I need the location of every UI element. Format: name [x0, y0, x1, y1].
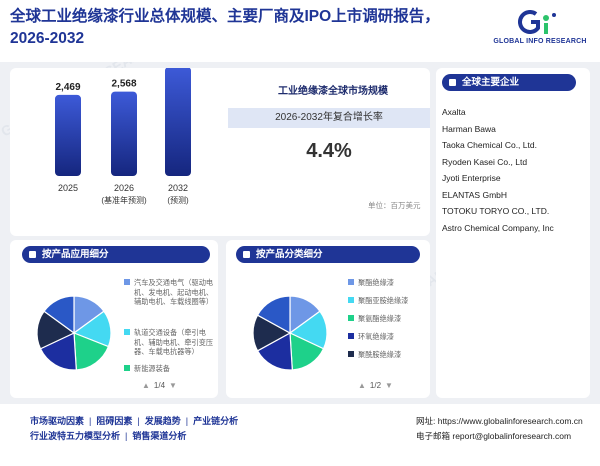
product-type-segment-panel: 按产品分类细分 聚酯绝缘漆 聚酯亚胺绝缘漆 聚氨酯绝缘漆 环氧绝缘漆 聚酰胺绝缘…: [226, 240, 430, 398]
legend-swatch: [348, 351, 354, 357]
legend-item: 环氧绝缘漆: [348, 332, 428, 350]
footer-link[interactable]: 阻碍因素: [96, 416, 133, 426]
bar-note-label: (预测): [167, 195, 189, 205]
cagr-label: 2026-2032年复合增长率: [228, 108, 430, 128]
page-title: 全球工业绝缘漆行业总体规模、主要厂商及IPO上市调研报告，2026-2032: [10, 8, 440, 47]
application-segment-panel: 按产品应用细分 汽车及交通电气（驱动电机、发电机、起动电机、辅助电机、车载线圈等…: [10, 240, 218, 398]
page-indicator: 1/2: [369, 381, 382, 390]
legend-item: 聚氨酯绝缘漆: [348, 314, 428, 332]
companies-title: 全球主要企业: [462, 77, 520, 88]
company-item: Axalta: [442, 107, 466, 117]
logo-text: GLOBAL INFO RESEARCH: [493, 38, 587, 45]
application-pie-chart: [36, 295, 112, 371]
product-type-pager: ▲ 1/2 ▼: [354, 381, 397, 390]
chart-icon: [243, 251, 250, 258]
pie-slice: [256, 295, 291, 335]
legend-item: 新能源装备: [124, 364, 216, 373]
pie-slice: [73, 332, 110, 371]
company-item: Harman Bawa: [442, 123, 496, 134]
company-item: Taoka Chemical Co., Ltd.: [442, 140, 537, 150]
bar-value-label: 2,469: [55, 82, 80, 93]
page-footer: 市场驱动因素 | 阻碍因素 | 发展趋势 | 产业链分析 行业波特五力模型分析 | 销售渠道分析…: [0, 404, 600, 466]
next-page-icon[interactable]: ▼: [169, 381, 177, 390]
legend-swatch: [124, 329, 130, 335]
list-icon: [449, 79, 456, 86]
footer-link[interactable]: 行业波特五力模型分析: [30, 431, 121, 441]
company-item: ELANTAS GmbH: [442, 189, 508, 200]
legend-swatch: [124, 365, 130, 371]
company-item: Jyoti Enterprise: [442, 173, 501, 183]
footer-links: 市场驱动因素 | 阻碍因素 | 发展趋势 | 产业链分析 行业波特五力模型分析 | 销售渠道分析: [30, 414, 350, 444]
logo-mark-icon: [518, 10, 556, 34]
legend-item: 聚酯绝缘漆: [348, 278, 428, 296]
prev-page-icon[interactable]: ▲: [142, 381, 150, 390]
bar: [165, 68, 191, 176]
company-list: Axalta Harman Bawa Taoka Chemical Co., L…: [442, 104, 588, 236]
bar-year-label: 2026: [114, 183, 134, 193]
page-header: 全球工业绝缘漆行业总体规模、主要厂商及IPO上市调研报告，2026-2032 G…: [0, 0, 600, 62]
footer-link[interactable]: 销售渠道分析: [132, 431, 187, 441]
legend-item: 轨道交通设备（牵引电机、辅助电机、牵引变压器、车载电抗器等）: [124, 328, 216, 364]
page-indicator: 1/4: [153, 381, 166, 390]
prev-page-icon[interactable]: ▲: [358, 381, 366, 390]
legend-item: 聚酰胺绝缘漆: [348, 350, 428, 368]
footer-link[interactable]: 发展趋势: [144, 416, 181, 426]
footer-links-row: 市场驱动因素 | 阻碍因素 | 发展趋势 | 产业链分析: [30, 416, 239, 426]
pie-slice: [43, 295, 75, 335]
application-pager: ▲ 1/4 ▼: [138, 381, 181, 390]
bar-year-label: 2032: [168, 183, 188, 193]
email-link[interactable]: 电子邮箱 report@globalinforesearch.com: [416, 431, 572, 441]
product-type-legend: 聚酯绝缘漆 聚酯亚胺绝缘漆 聚氨酯绝缘漆 环氧绝缘漆 聚酰胺绝缘漆: [348, 278, 428, 368]
application-header: 按产品应用细分: [22, 246, 210, 263]
product-type-header: 按产品分类细分: [236, 246, 420, 263]
footer-link[interactable]: 产业链分析: [193, 416, 239, 426]
bar: [111, 91, 137, 176]
pie-slice: [256, 332, 293, 371]
companies-header: 全球主要企业: [442, 74, 576, 91]
legend-swatch: [348, 315, 354, 321]
companies-panel: 全球主要企业 Axalta Harman Bawa Taoka Chemical…: [436, 68, 590, 398]
footer-links-row: 行业波特五力模型分析 | 销售渠道分析: [30, 431, 187, 441]
website-link[interactable]: 网址: https://www.globalinforesearch.com.c…: [416, 416, 583, 426]
legend-swatch: [348, 279, 354, 285]
application-legend: 汽车及交通电气（驱动电机、发电机、起动电机、辅助电机、车载线圈等） 轨道交通设备…: [124, 278, 216, 373]
market-kpi-title: 工业绝缘漆全球市场规模: [278, 86, 388, 97]
footer-contact: 网址: https://www.globalinforesearch.com.c…: [416, 414, 596, 444]
product-type-title: 按产品分类细分: [256, 249, 323, 260]
chart-icon: [29, 251, 36, 258]
footer-link[interactable]: 市场驱动因素: [30, 416, 85, 426]
company-item: Ryoden Kasei Co., Ltd: [442, 156, 528, 167]
bar: [55, 94, 81, 176]
product-type-pie-chart: [252, 295, 328, 371]
legend-item: 汽车及交通电气（驱动电机、发电机、起动电机、辅助电机、车载线圈等）: [124, 278, 216, 328]
bar-note-label: (基准年预测): [101, 195, 147, 205]
company-item: Astro Chemical Company, Inc: [442, 222, 554, 233]
next-page-icon[interactable]: ▼: [385, 381, 393, 390]
cagr-value: 4.4%: [306, 140, 352, 162]
bar-value-label: 2,568: [111, 79, 136, 90]
pie-slice: [39, 332, 77, 371]
bar-year-label: 2025: [58, 183, 78, 193]
application-title: 按产品应用细分: [42, 249, 109, 260]
legend-item: 聚酯亚胺绝缘漆: [348, 296, 428, 314]
unit-label: 单位：百万美元: [368, 201, 421, 210]
legend-swatch: [348, 333, 354, 339]
legend-swatch: [124, 279, 130, 285]
company-item: TOTOKU TORYO CO., LTD.: [442, 206, 550, 216]
legend-swatch: [348, 297, 354, 303]
company-logo: GLOBAL INFO RESEARCH: [490, 10, 590, 50]
